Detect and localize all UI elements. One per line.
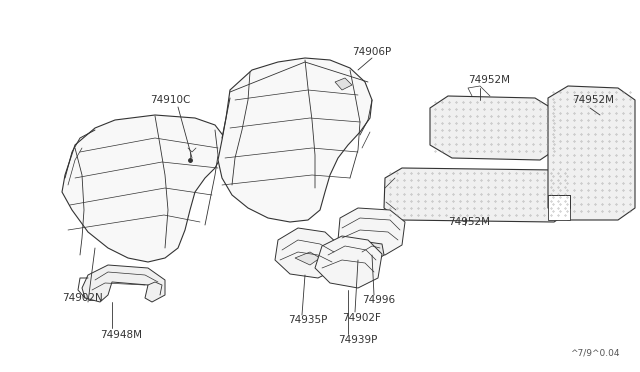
Polygon shape	[315, 236, 382, 288]
Text: 74952M: 74952M	[572, 95, 614, 105]
Polygon shape	[384, 168, 572, 222]
Polygon shape	[548, 86, 635, 220]
Text: 74906P: 74906P	[352, 47, 391, 57]
Polygon shape	[430, 96, 558, 160]
Polygon shape	[218, 58, 372, 222]
Polygon shape	[82, 265, 165, 302]
Text: 74902N: 74902N	[62, 293, 103, 303]
Polygon shape	[358, 242, 384, 262]
Polygon shape	[338, 208, 405, 255]
Polygon shape	[275, 228, 340, 278]
Text: 74952M: 74952M	[448, 217, 490, 227]
Text: 74948M: 74948M	[100, 330, 142, 340]
Text: 74935P: 74935P	[288, 315, 328, 325]
Polygon shape	[295, 252, 320, 265]
Text: 74939P: 74939P	[338, 335, 378, 345]
Text: ^7/9^0.04: ^7/9^0.04	[570, 349, 620, 358]
Text: 74902F: 74902F	[342, 313, 381, 323]
Text: 74952M: 74952M	[468, 75, 510, 85]
Text: 74910C: 74910C	[150, 95, 190, 105]
Polygon shape	[548, 195, 570, 220]
Polygon shape	[335, 78, 352, 90]
Text: 74996: 74996	[362, 295, 395, 305]
Polygon shape	[62, 115, 225, 262]
